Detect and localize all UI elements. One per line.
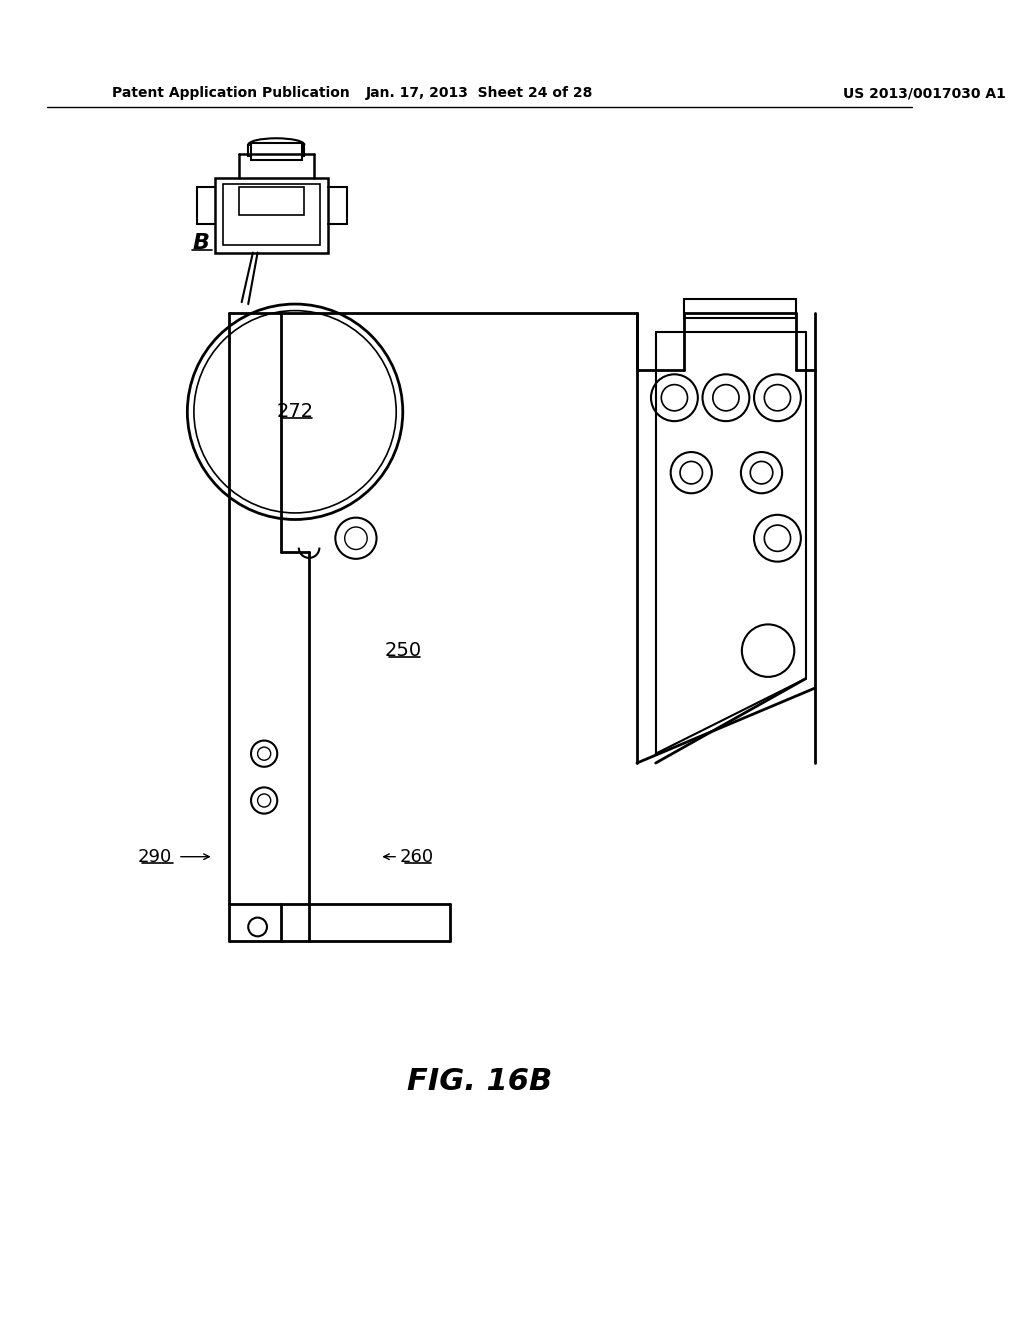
Circle shape: [754, 515, 801, 561]
Circle shape: [251, 741, 278, 767]
Bar: [215, 178, 328, 252]
Text: Jan. 17, 2013  Sheet 24 of 28: Jan. 17, 2013 Sheet 24 of 28: [366, 86, 593, 100]
Text: 272: 272: [276, 403, 313, 421]
Text: US 2013/0017030 A1: US 2013/0017030 A1: [843, 86, 1006, 100]
Circle shape: [754, 375, 801, 421]
Circle shape: [671, 451, 712, 494]
Circle shape: [335, 517, 377, 558]
Bar: [248, 145, 304, 156]
Circle shape: [702, 375, 750, 421]
Circle shape: [258, 793, 270, 807]
Circle shape: [187, 304, 402, 520]
Circle shape: [680, 462, 702, 484]
Bar: [251, 143, 302, 160]
Circle shape: [741, 451, 782, 494]
Text: B: B: [193, 234, 210, 253]
Circle shape: [741, 624, 795, 677]
Circle shape: [345, 527, 368, 549]
Circle shape: [662, 384, 687, 411]
Text: Patent Application Publication: Patent Application Publication: [113, 86, 350, 100]
Text: 290: 290: [137, 847, 172, 866]
Circle shape: [194, 310, 396, 513]
Circle shape: [764, 384, 791, 411]
Text: 250: 250: [384, 642, 421, 660]
Text: 260: 260: [399, 847, 434, 866]
Circle shape: [251, 788, 278, 813]
Circle shape: [248, 917, 267, 936]
Text: FIG. 16B: FIG. 16B: [407, 1067, 552, 1096]
Bar: [239, 187, 304, 215]
Bar: [223, 185, 321, 246]
Circle shape: [651, 375, 697, 421]
Circle shape: [751, 462, 773, 484]
Circle shape: [713, 384, 739, 411]
Bar: [684, 300, 797, 318]
Circle shape: [258, 747, 270, 760]
Circle shape: [764, 525, 791, 552]
